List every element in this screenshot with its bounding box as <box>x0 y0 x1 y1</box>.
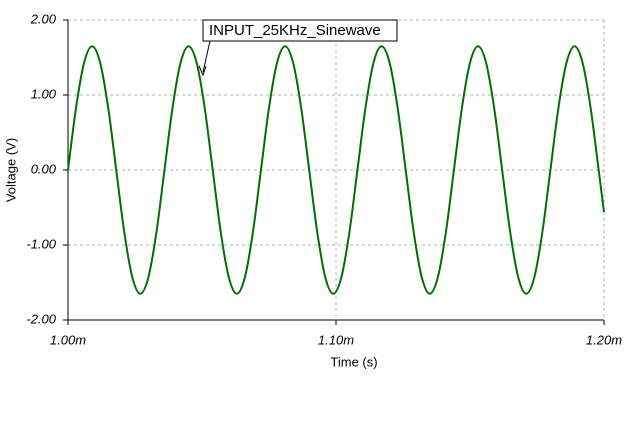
plot-area: -2.00 -1.00 0.00 1.00 2.00 1.00m 1.10m 1.20m <box>26 11 622 347</box>
annotation-box <box>202 19 398 42</box>
y-tick-label: 2.00 <box>30 11 57 26</box>
y-tick-label: -2.00 <box>26 311 56 326</box>
x-tick-label: 1.10m <box>318 332 354 347</box>
x-axis-label: Time (s) <box>330 354 377 369</box>
y-tick-label: -1.00 <box>26 236 56 251</box>
y-axis-label: Voltage (V) <box>3 138 18 202</box>
x-tick-label: 1.00m <box>50 332 86 347</box>
x-tick-label: 1.20m <box>586 332 622 347</box>
signal-line <box>67 45 605 295</box>
y-tick-label: 0.00 <box>31 161 57 176</box>
annotation: INPUT_25KHz_Sinewave <box>209 22 381 39</box>
arrow-head <box>198 65 207 77</box>
y-tick-label: 1.00 <box>31 86 57 101</box>
annotation-arrow <box>202 40 211 73</box>
